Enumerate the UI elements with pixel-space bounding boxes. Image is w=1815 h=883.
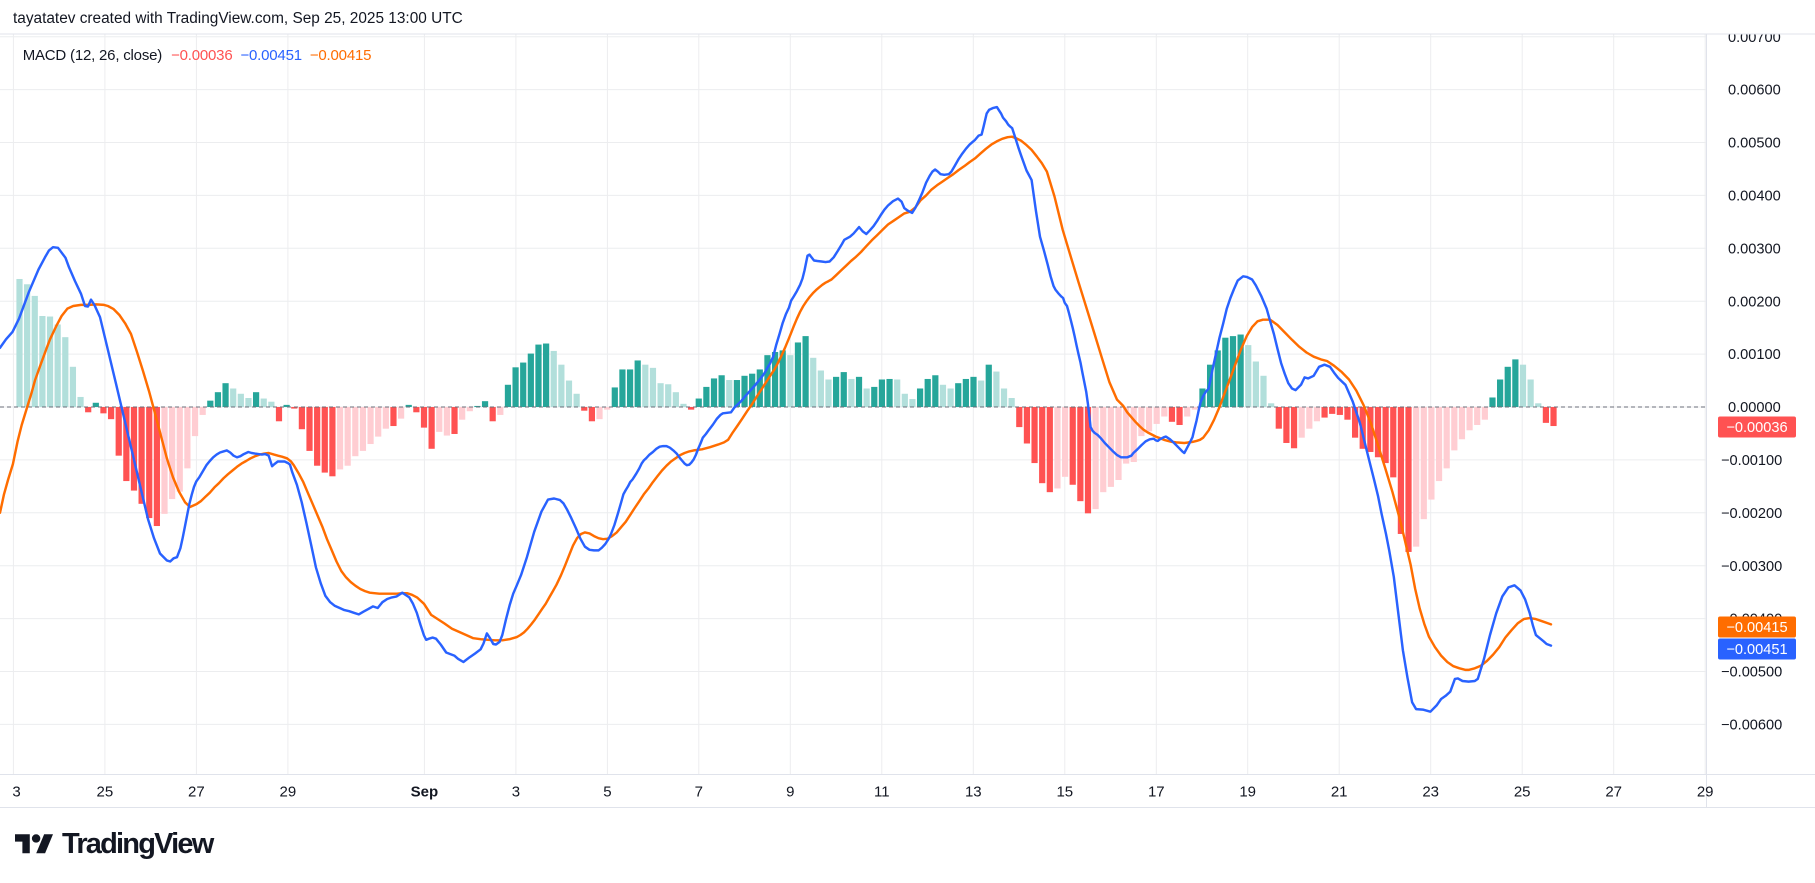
svg-text:13: 13: [965, 784, 982, 801]
svg-text:Sep: Sep: [411, 784, 439, 801]
svg-text:0.00000: 0.00000: [1728, 400, 1781, 416]
svg-text:0.00400: 0.00400: [1728, 189, 1781, 205]
svg-text:29: 29: [280, 784, 297, 801]
svg-text:21: 21: [1331, 784, 1348, 801]
svg-text:−0.00600: −0.00600: [1721, 718, 1782, 734]
svg-text:15: 15: [1056, 784, 1073, 801]
svg-text:3: 3: [512, 784, 520, 801]
svg-text:−0.00036: −0.00036: [1726, 420, 1787, 436]
svg-text:25: 25: [1514, 784, 1531, 801]
svg-text:29: 29: [1697, 784, 1714, 801]
svg-text:0.00600: 0.00600: [1728, 83, 1781, 99]
svg-text:3: 3: [12, 784, 20, 801]
svg-text:−0.00200: −0.00200: [1721, 506, 1782, 522]
svg-text:7: 7: [695, 784, 703, 801]
svg-text:27: 27: [1605, 784, 1622, 801]
svg-text:−0.00451: −0.00451: [1726, 642, 1787, 658]
svg-text:17: 17: [1148, 784, 1165, 801]
svg-text:11: 11: [874, 784, 890, 801]
svg-text:−0.00300: −0.00300: [1721, 559, 1782, 575]
svg-text:−0.00500: −0.00500: [1721, 665, 1782, 681]
svg-text:0.00200: 0.00200: [1728, 294, 1781, 310]
svg-text:−0.00100: −0.00100: [1721, 453, 1782, 469]
svg-text:0.00500: 0.00500: [1728, 136, 1781, 152]
svg-text:9: 9: [786, 784, 794, 801]
svg-text:−0.00415: −0.00415: [1726, 620, 1787, 636]
svg-text:25: 25: [97, 784, 114, 801]
svg-text:5: 5: [603, 784, 611, 801]
svg-text:23: 23: [1422, 784, 1439, 801]
svg-text:19: 19: [1239, 784, 1256, 801]
svg-text:0.00100: 0.00100: [1728, 347, 1781, 363]
svg-text:27: 27: [188, 784, 205, 801]
svg-text:0.00300: 0.00300: [1728, 241, 1781, 257]
